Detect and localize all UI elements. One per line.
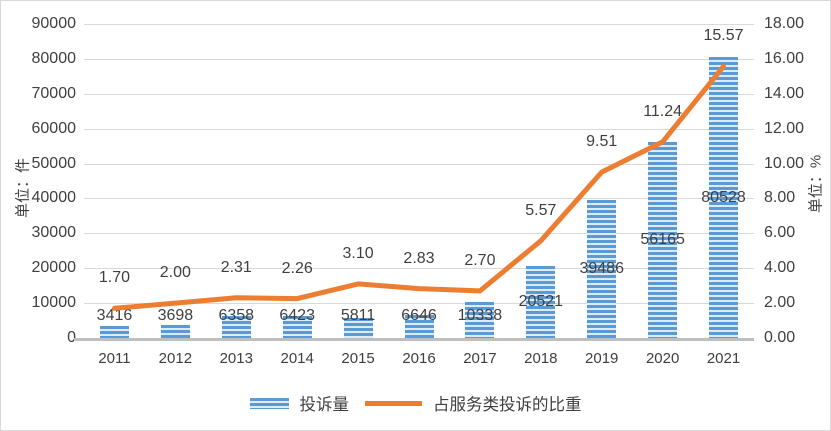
bar-2019 bbox=[587, 200, 617, 338]
line-label-2020: 11.24 bbox=[643, 102, 683, 120]
x-axis-label-2015: 2015 bbox=[341, 350, 375, 367]
gridline bbox=[84, 198, 754, 200]
bar-2015 bbox=[343, 317, 373, 338]
right-tick-0.00: 0.00 bbox=[764, 329, 796, 346]
bar-2021 bbox=[709, 57, 739, 338]
line-series-swatch bbox=[365, 400, 422, 406]
legend: 投诉量 占服务类投诉的比重 bbox=[1, 391, 830, 415]
bar-label-2014: 6423 bbox=[279, 307, 315, 324]
x-axis-label-2013: 2013 bbox=[219, 350, 253, 367]
gridline bbox=[84, 24, 754, 25]
right-tick-16.00: 16.00 bbox=[764, 49, 805, 67]
line-label-2018: 5.57 bbox=[525, 201, 557, 219]
line-label-2012: 2.00 bbox=[159, 264, 191, 282]
bar-label-2016: 6646 bbox=[401, 307, 437, 324]
bar-label-2011: 3416 bbox=[96, 307, 133, 324]
bar-2013 bbox=[221, 315, 251, 338]
right-tick-4.00: 4.00 bbox=[764, 259, 796, 277]
line-label-2014: 2.26 bbox=[281, 259, 313, 277]
left-tick-0: 0 bbox=[67, 329, 76, 346]
x-axis-label-2012: 2012 bbox=[158, 350, 193, 367]
right-tick-18.00: 18.00 bbox=[764, 15, 805, 32]
line-path bbox=[112, 63, 726, 311]
bar-series-swatch bbox=[249, 397, 289, 409]
bar-2014 bbox=[282, 315, 312, 338]
right-tick-12.00: 12.00 bbox=[764, 119, 805, 137]
line-label-2019: 9.51 bbox=[586, 133, 618, 151]
gridline bbox=[84, 58, 754, 60]
right-tick-10.00: 10.00 bbox=[764, 154, 805, 172]
x-axis-label-2021: 2021 bbox=[706, 350, 741, 367]
bar-label-2017: 10338 bbox=[457, 307, 503, 324]
line-series bbox=[112, 63, 726, 311]
left-tick-30000: 30000 bbox=[31, 224, 77, 242]
gridline bbox=[84, 268, 754, 270]
left-tick-80000: 80000 bbox=[31, 49, 77, 67]
bar-2018 bbox=[526, 266, 556, 338]
line-label-2013: 2.31 bbox=[220, 258, 252, 276]
gridline bbox=[84, 128, 754, 130]
bar-2011 bbox=[99, 326, 129, 338]
right-tick-14.00: 14.00 bbox=[764, 84, 805, 102]
bar-label-2021: 80528 bbox=[701, 188, 746, 206]
line-label-2021: 15.57 bbox=[703, 27, 744, 45]
bar-label-2019: 39486 bbox=[579, 260, 624, 278]
left-tick-70000: 70000 bbox=[31, 84, 77, 102]
bar-2020 bbox=[648, 142, 678, 338]
line-label-2017: 2.70 bbox=[464, 251, 496, 269]
x-axis-label-2020: 2020 bbox=[645, 350, 680, 367]
x-axis-label-2017: 2017 bbox=[463, 350, 497, 367]
bar-label-2018: 20521 bbox=[518, 293, 564, 311]
line-label-2016: 2.83 bbox=[403, 249, 435, 267]
bar-2012 bbox=[160, 325, 190, 338]
plot-area: 3416 3698 6358 6423 5811 6646 10338 20521 39486 5… bbox=[74, 24, 754, 341]
gridline bbox=[84, 233, 754, 235]
left-tick-60000: 60000 bbox=[31, 119, 77, 137]
x-axis-label-2016: 2016 bbox=[402, 350, 436, 367]
x-axis-line bbox=[74, 338, 754, 341]
left-tick-20000: 20000 bbox=[31, 259, 77, 277]
x-axis-label-2019: 2019 bbox=[585, 350, 619, 367]
line-label-2015: 3.10 bbox=[342, 244, 374, 262]
bar-label-2012: 3698 bbox=[157, 307, 194, 324]
right-tick-2.00: 2.00 bbox=[764, 294, 796, 312]
bar-2016 bbox=[404, 314, 434, 338]
bar-label-2013: 6358 bbox=[218, 307, 255, 324]
legend-label-bar-series: 投诉量 bbox=[299, 396, 350, 414]
gridline bbox=[84, 93, 754, 95]
x-axis-label-2018: 2018 bbox=[524, 350, 558, 367]
left-tick-10000: 10000 bbox=[31, 294, 77, 312]
left-tick-50000: 50000 bbox=[31, 154, 77, 172]
right-tick-8.00: 8.00 bbox=[764, 189, 796, 207]
legend-label-line-series: 占服务类投诉的比重 bbox=[433, 396, 582, 414]
left-tick-40000: 40000 bbox=[31, 189, 77, 207]
right-tick-6.00: 6.00 bbox=[764, 224, 796, 242]
x-axis-label-2014: 2014 bbox=[280, 350, 314, 367]
bar-label-2015: 5811 bbox=[340, 307, 376, 324]
bar-label-2020: 56165 bbox=[640, 231, 685, 249]
x-axis-label-2011: 2011 bbox=[98, 350, 131, 367]
gridline bbox=[84, 303, 754, 305]
left-tick-90000: 90000 bbox=[31, 15, 77, 32]
bar-2017 bbox=[465, 301, 495, 338]
line-label-2011: 1.70 bbox=[98, 269, 131, 287]
gridline bbox=[84, 163, 754, 165]
